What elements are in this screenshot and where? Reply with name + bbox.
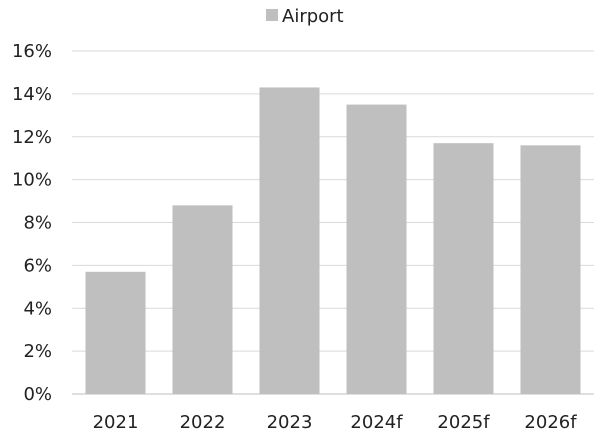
bar-2026f xyxy=(520,145,581,394)
x-tick-label: 2025f xyxy=(437,412,490,433)
x-tick-label: 2023 xyxy=(267,412,313,433)
y-tick-label: 16% xyxy=(12,41,52,62)
legend: Airport xyxy=(266,6,344,27)
y-tick-label: 2% xyxy=(23,341,52,362)
y-tick-label: 0% xyxy=(23,384,52,405)
legend-label-airport: Airport xyxy=(282,6,344,27)
y-tick-label: 6% xyxy=(23,255,52,276)
y-tick-label: 4% xyxy=(23,298,52,319)
legend-swatch-airport xyxy=(266,9,278,21)
y-axis-tick-labels: 0% 2% 4% 6% 8% 10% 12% 14% 16% xyxy=(12,41,52,405)
x-axis-tick-labels: 2021 2022 2023 2024f 2025f 2026f xyxy=(93,412,578,433)
bar-2022 xyxy=(172,205,233,394)
y-tick-label: 8% xyxy=(23,213,52,234)
y-tick-label: 10% xyxy=(12,170,52,191)
gridlines xyxy=(72,50,594,352)
bar-2023 xyxy=(259,87,320,394)
bars xyxy=(85,87,581,394)
bar-2024f xyxy=(346,104,407,394)
x-tick-label: 2026f xyxy=(524,412,577,433)
bar-2021 xyxy=(85,271,146,394)
x-tick-label: 2022 xyxy=(180,412,226,433)
bar-2025f xyxy=(433,143,494,394)
x-tick-label: 2024f xyxy=(350,412,403,433)
x-tick-label: 2021 xyxy=(93,412,139,433)
y-tick-label: 14% xyxy=(12,84,52,105)
y-tick-label: 12% xyxy=(12,127,52,148)
